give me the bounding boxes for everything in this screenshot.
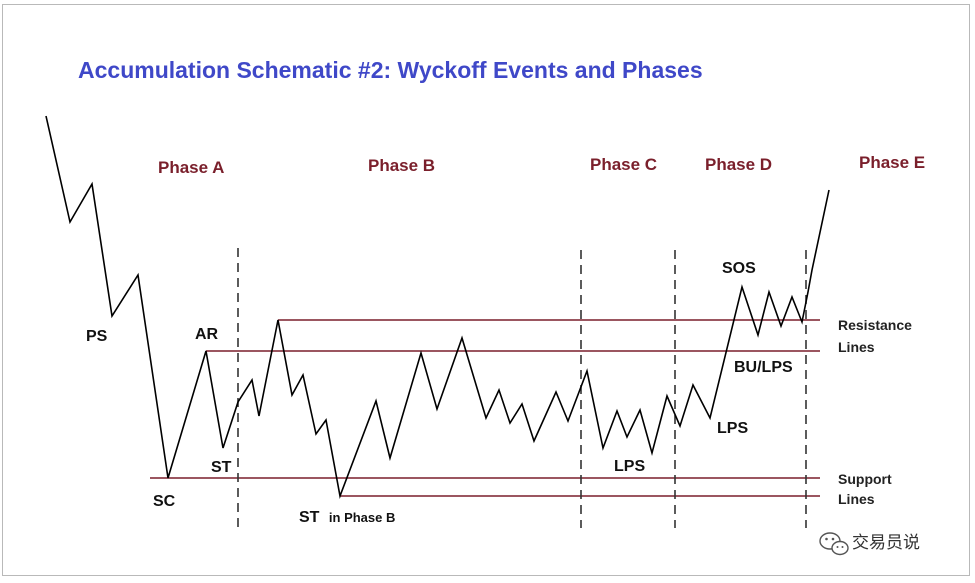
phase-c-label: Phase C (590, 155, 657, 174)
event-sos: SOS (722, 260, 756, 277)
resistance-label-2: Lines (838, 339, 875, 355)
support-label-2: Lines (838, 491, 875, 507)
event-st: ST (211, 459, 232, 476)
event-bu-lps: BU/LPS (734, 359, 793, 376)
phase-b-label: Phase B (368, 156, 435, 175)
price-path (45, 115, 830, 499)
phase-e-label: Phase E (859, 153, 925, 172)
phase-a-label: Phase A (158, 158, 224, 177)
wechat-icon (819, 532, 849, 556)
event-sc: SC (153, 493, 176, 510)
event-lps-phase-c: LPS (614, 458, 645, 475)
resistance-label-1: Resistance (838, 317, 912, 333)
event-st-in-phase-b: ST in Phase B (299, 509, 395, 526)
event-ar: AR (195, 326, 219, 343)
event-st-in-phase-b-main: ST (299, 509, 320, 526)
event-st-in-phase-b-suffix: in Phase B (329, 510, 395, 525)
event-lps-phase-d: LPS (717, 420, 748, 437)
support-label-1: Support (838, 471, 892, 487)
phase-d-label: Phase D (705, 155, 772, 174)
event-ps: PS (86, 328, 108, 345)
watermark-text: 交易员说 (852, 533, 920, 553)
diagram-title: Accumulation Schematic #2: Wyckoff Event… (78, 57, 703, 83)
